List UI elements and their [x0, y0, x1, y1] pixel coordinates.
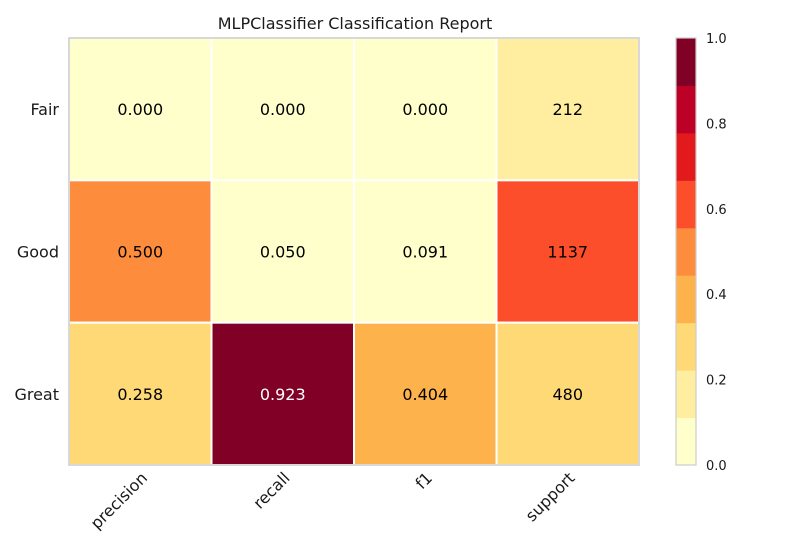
- heatmap-cell: [210, 321, 355, 466]
- colorbar-tick-labels: 0.0 0.2 0.4 0.6 0.8 1.0: [706, 32, 727, 474]
- cell-value-label: 0.500: [117, 243, 163, 262]
- colorbar-segment: [676, 180, 696, 229]
- colorbar-segment: [676, 370, 696, 419]
- column-label: support: [522, 468, 579, 525]
- colorbar-tick-label: 1.0: [706, 32, 727, 47]
- colorbar-segment: [676, 227, 696, 276]
- colorbar-segment: [676, 275, 696, 324]
- row-label: Great: [14, 385, 59, 404]
- heatmap-cells: [68, 37, 640, 466]
- heatmap-cell: [210, 179, 355, 324]
- column-label: f1: [411, 468, 436, 493]
- cell-value-label: 0.091: [402, 243, 448, 262]
- heatmap-cell: [210, 37, 355, 182]
- cell-value-label: 0.000: [402, 100, 448, 119]
- heatmap-cell-labels: 0.000 0.000 0.000 212 0.500 0.050 0.091 1137 0.2…: [117, 100, 588, 404]
- cell-value-label: 212: [552, 100, 583, 119]
- colorbar-tick-label: 0.0: [706, 459, 727, 474]
- colorbar-segment: [676, 85, 696, 134]
- colorbar-tick-label: 0.2: [706, 374, 727, 389]
- colorbar-segment: [676, 132, 696, 181]
- plot-frame: [68, 37, 640, 466]
- heatmap-cell: [495, 321, 640, 466]
- cell-value-label: 0.923: [260, 385, 306, 404]
- colorbar: [675, 37, 697, 466]
- cell-value-label: 1137: [547, 243, 588, 262]
- heatmap-cell: [495, 179, 640, 324]
- y-tick-labels: Fair Good Great: [14, 100, 59, 404]
- column-label: recall: [249, 468, 293, 512]
- colorbar-segment: [676, 322, 696, 371]
- cell-value-label: 0.000: [117, 100, 163, 119]
- cell-value-label: 0.000: [260, 100, 306, 119]
- heatmap-cell: [68, 37, 213, 182]
- row-label: Good: [17, 243, 59, 262]
- colorbar-segment: [676, 38, 696, 86]
- colorbar-tick-label: 0.8: [706, 117, 727, 132]
- heatmap-cell: [495, 37, 640, 182]
- cell-value-label: 0.404: [402, 385, 448, 404]
- colorbar-frame: [675, 37, 697, 466]
- cell-value-label: 0.050: [260, 243, 306, 262]
- colorbar-tick-label: 0.4: [706, 288, 727, 303]
- x-tick-labels: precision recall f1 support: [87, 468, 579, 532]
- row-label: Fair: [30, 100, 59, 119]
- cell-value-label: 0.258: [117, 385, 163, 404]
- colorbar-segment: [676, 417, 696, 466]
- column-label: precision: [87, 468, 151, 532]
- chart-title: MLPClassifier Classification Report: [218, 14, 492, 33]
- cell-value-label: 480: [552, 385, 583, 404]
- colorbar-tick-label: 0.6: [706, 203, 727, 218]
